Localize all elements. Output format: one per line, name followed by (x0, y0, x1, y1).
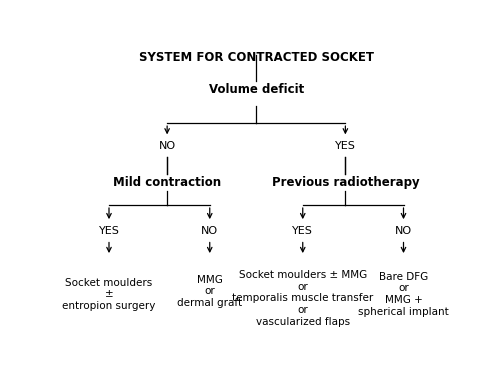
Text: YES: YES (292, 226, 313, 236)
Text: YES: YES (335, 141, 356, 151)
Text: Socket moulders
±
entropion surgery: Socket moulders ± entropion surgery (62, 277, 156, 311)
Text: NO: NO (395, 226, 412, 236)
Text: NO: NO (158, 141, 176, 151)
Text: Previous radiotherapy: Previous radiotherapy (272, 176, 419, 189)
Text: Volume deficit: Volume deficit (208, 83, 304, 96)
Text: SYSTEM FOR CONTRACTED SOCKET: SYSTEM FOR CONTRACTED SOCKET (139, 51, 374, 64)
Text: Socket moulders ± MMG
or
temporalis muscle transfer
or
vascularized flaps: Socket moulders ± MMG or temporalis musc… (232, 270, 374, 327)
Text: Mild contraction: Mild contraction (113, 176, 221, 189)
Text: Bare DFG
or
MMG +
spherical implant: Bare DFG or MMG + spherical implant (358, 272, 449, 316)
Text: NO: NO (201, 226, 218, 236)
Text: YES: YES (98, 226, 119, 236)
Text: MMG
or
dermal graft: MMG or dermal graft (177, 275, 242, 308)
